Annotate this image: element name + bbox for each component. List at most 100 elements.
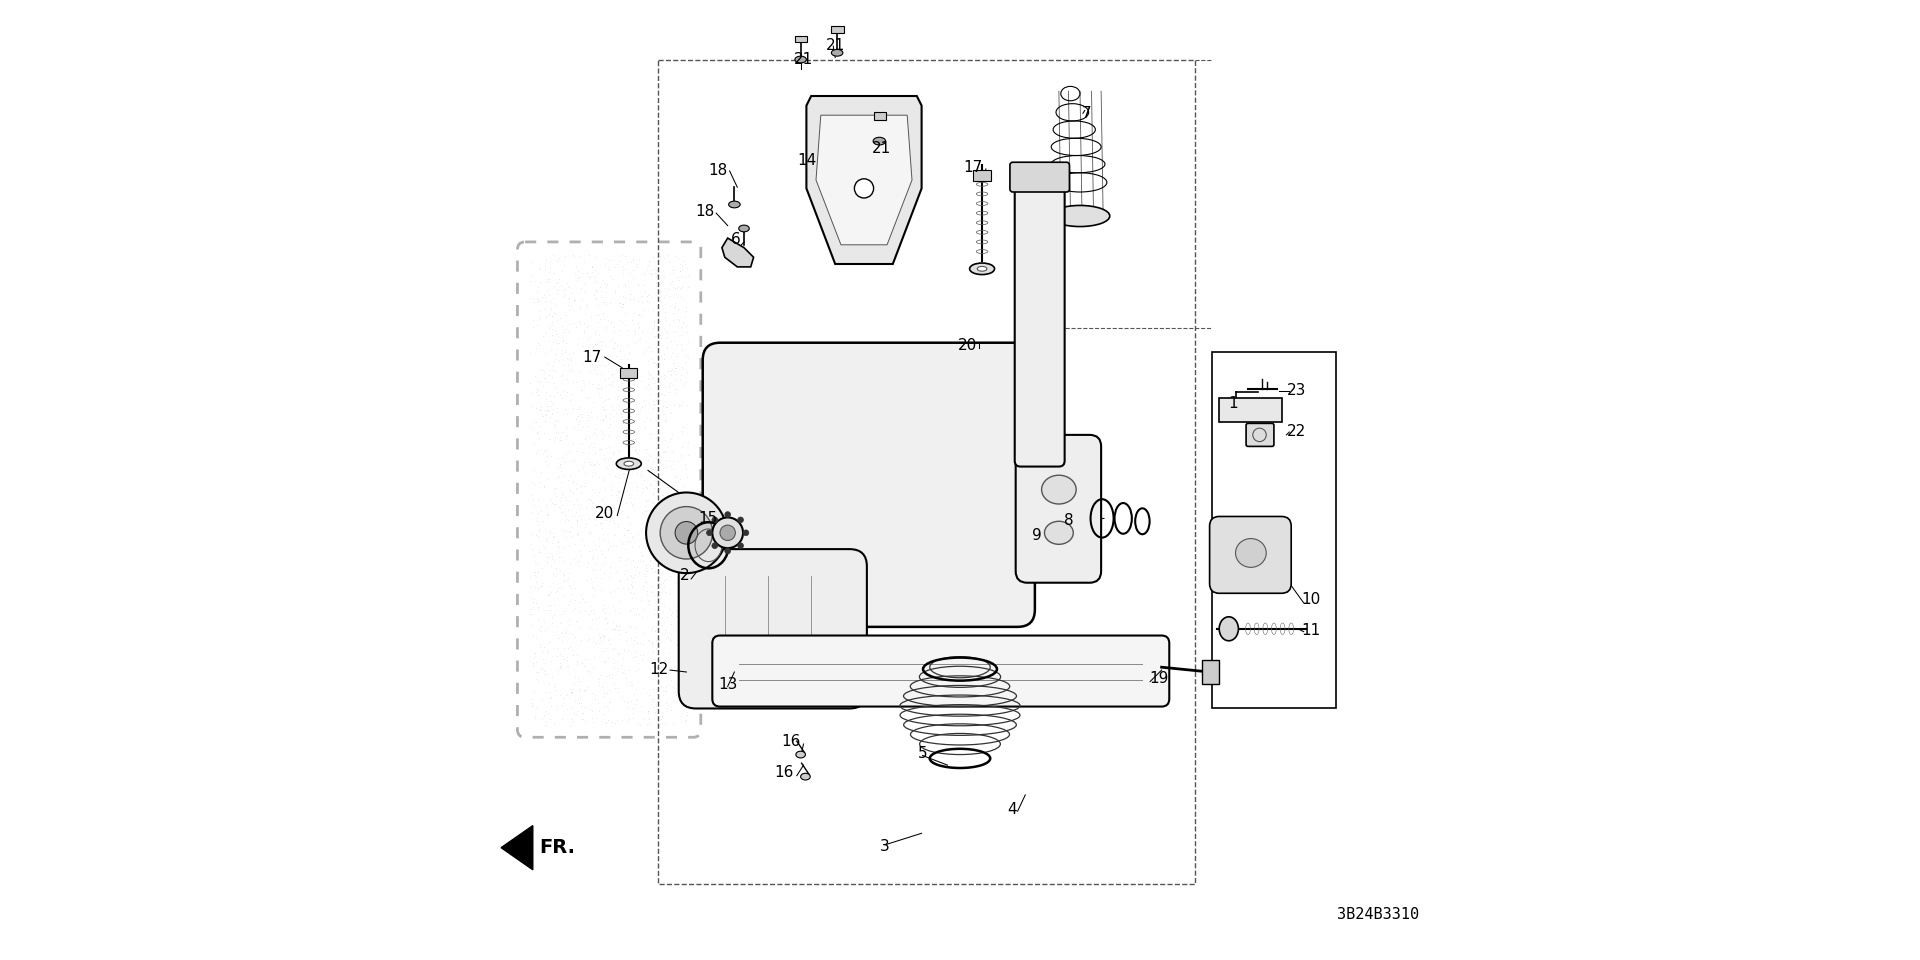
Point <box>589 410 620 425</box>
Point <box>611 291 641 306</box>
Point <box>528 708 559 723</box>
Point <box>662 657 693 672</box>
Ellipse shape <box>874 137 885 145</box>
Point <box>528 363 559 378</box>
Point <box>607 408 637 423</box>
Point <box>616 525 647 540</box>
Point <box>666 446 697 462</box>
Point <box>634 492 664 508</box>
Point <box>670 300 701 315</box>
Bar <box>1202 660 1219 684</box>
Point <box>622 256 653 272</box>
Point <box>612 396 643 411</box>
Text: 17: 17 <box>964 160 983 176</box>
Point <box>628 399 659 415</box>
Point <box>568 323 599 338</box>
Point <box>603 593 634 609</box>
Point <box>655 568 685 584</box>
Point <box>547 488 578 503</box>
Point <box>540 417 570 432</box>
Point <box>584 457 614 472</box>
Point <box>651 312 682 327</box>
Point <box>526 579 557 594</box>
Point <box>655 523 685 539</box>
Point <box>660 281 691 297</box>
Point <box>653 488 684 503</box>
Point <box>589 378 620 394</box>
Point <box>636 266 666 281</box>
Point <box>524 260 555 276</box>
Point <box>645 348 676 363</box>
Point <box>551 659 582 674</box>
Point <box>553 279 584 295</box>
Point <box>641 534 672 549</box>
Point <box>545 549 576 564</box>
Point <box>660 524 691 540</box>
Point <box>557 387 588 402</box>
Point <box>532 274 563 289</box>
Point <box>516 474 547 490</box>
Point <box>595 450 626 466</box>
Point <box>588 395 618 410</box>
Point <box>657 432 687 447</box>
Point <box>534 431 564 446</box>
Point <box>605 450 636 466</box>
Point <box>612 375 643 391</box>
Point <box>534 602 564 617</box>
Point <box>530 704 561 719</box>
Point <box>651 364 682 379</box>
Point <box>549 625 580 640</box>
Point <box>612 619 643 635</box>
Point <box>672 447 703 463</box>
Point <box>543 425 574 441</box>
Point <box>543 659 574 674</box>
Point <box>574 665 605 681</box>
Point <box>632 716 662 732</box>
Point <box>632 512 662 527</box>
Point <box>570 699 601 714</box>
Point <box>599 500 630 516</box>
Text: 8: 8 <box>1064 513 1073 528</box>
Point <box>538 494 568 510</box>
Point <box>611 677 641 692</box>
Point <box>634 295 664 310</box>
Point <box>534 549 564 564</box>
Point <box>639 315 670 330</box>
Point <box>551 649 582 664</box>
Point <box>541 342 572 357</box>
Point <box>534 368 564 383</box>
Point <box>549 640 580 656</box>
Point <box>597 408 628 423</box>
Point <box>599 584 630 599</box>
Point <box>541 275 572 290</box>
Point <box>524 543 555 559</box>
Point <box>549 357 580 372</box>
Point <box>593 651 624 666</box>
Point <box>662 318 693 333</box>
Point <box>639 666 670 682</box>
Point <box>553 291 584 306</box>
Point <box>541 332 572 348</box>
Point <box>570 516 601 532</box>
Point <box>605 296 636 311</box>
Point <box>609 289 639 304</box>
Point <box>551 624 582 639</box>
Point <box>649 622 680 637</box>
Point <box>578 710 609 726</box>
Point <box>534 634 564 649</box>
Point <box>653 697 684 712</box>
Point <box>620 691 651 707</box>
Point <box>534 523 564 539</box>
Point <box>659 300 689 316</box>
Point <box>564 682 595 697</box>
Point <box>522 564 553 579</box>
Point <box>570 390 601 405</box>
Point <box>662 481 693 496</box>
Point <box>528 479 559 494</box>
Point <box>557 710 588 726</box>
Point <box>520 400 551 416</box>
Point <box>528 614 559 630</box>
Point <box>557 626 588 641</box>
Point <box>632 530 662 545</box>
Point <box>612 571 643 587</box>
